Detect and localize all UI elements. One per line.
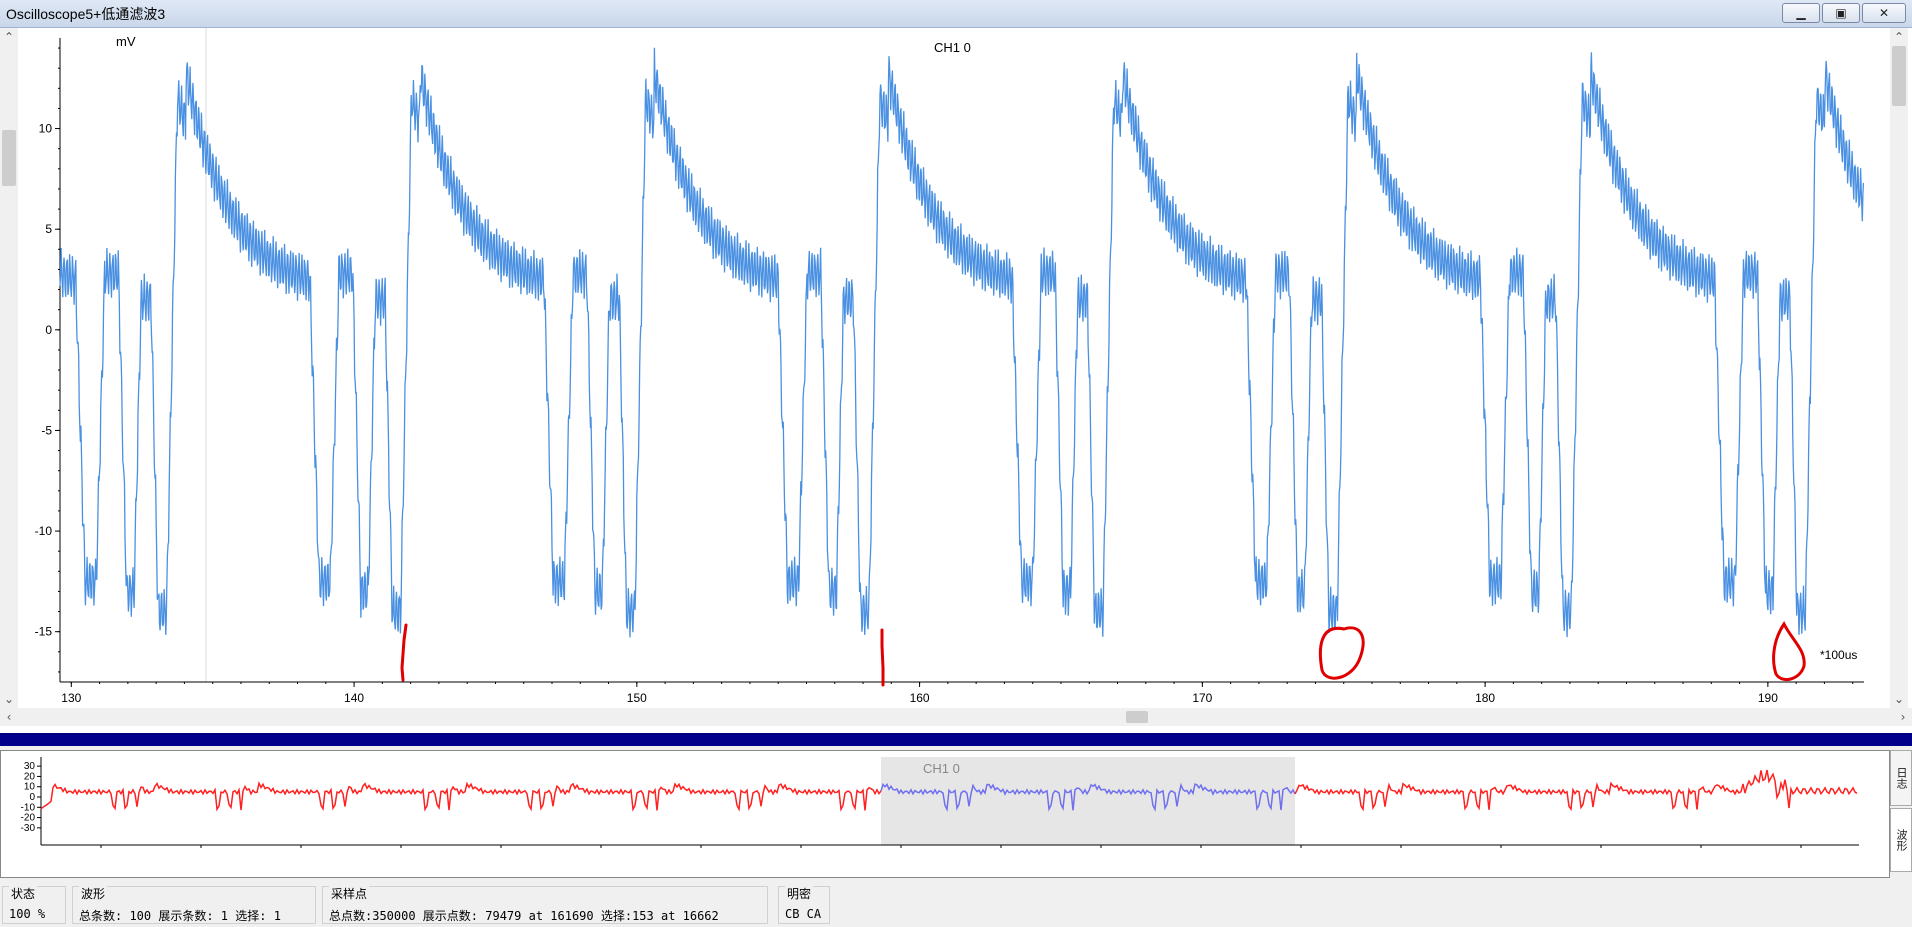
- sample-value: 总点数:350000 展示点数: 79479 at 161690 选择:153 …: [329, 909, 719, 923]
- overview-waveform: [1294, 769, 1858, 812]
- selection-window[interactable]: [881, 757, 1295, 845]
- side-tabs: 日志 波形: [1890, 746, 1912, 878]
- overview-y-tick-label: -30: [21, 823, 36, 834]
- x-tick-label: 170: [1192, 691, 1212, 705]
- wave-title: 波形: [79, 885, 108, 902]
- overview-panel[interactable]: 30 20 10 0 -10 -20 -30 CH1 0: [0, 750, 1890, 878]
- annotation-mark-2: [880, 628, 885, 687]
- y-tick-label: 5: [45, 222, 52, 236]
- overview-y-tick-label: -20: [21, 813, 36, 824]
- annotation-circle-2: [1772, 621, 1806, 682]
- overview-waveform-selected: [880, 782, 1296, 812]
- status-group-wave: 波形 总条数: 100 展示条数: 1 选择: 1: [72, 885, 316, 924]
- status-group-sample: 采样点 总点数:350000 展示点数: 79479 at 161690 选择:…: [322, 885, 768, 924]
- y-tick-label: 0: [45, 323, 52, 337]
- overview-y-tick-label: 20: [24, 771, 36, 782]
- y-tick-label: -15: [35, 625, 53, 639]
- overview-y-tick-label: 30: [24, 761, 36, 772]
- panel-splitter[interactable]: [0, 733, 1912, 746]
- density-value: CB CA: [785, 907, 822, 921]
- y-tick-label: -10: [35, 524, 53, 538]
- scroll-up-arrow-icon[interactable]: ⌃: [3, 30, 15, 44]
- scroll-left-arrow-icon[interactable]: ‹: [6, 710, 12, 724]
- channel-label: CH1 0: [934, 40, 971, 55]
- oscilloscope-chart[interactable]: 10 5 0 -5 -10 -15 130 140 150 160 170 180 190 mV CH…: [0, 28, 1912, 708]
- scroll-right-arrow-icon[interactable]: ›: [1900, 710, 1906, 724]
- x-tick-label: 160: [910, 691, 930, 705]
- scroll-up-arrow-icon[interactable]: ⌃: [1893, 30, 1905, 44]
- x-tick-label: 150: [627, 691, 647, 705]
- x-tick-label: 140: [344, 691, 364, 705]
- overview-y-tick-label: 10: [24, 782, 36, 793]
- wave-value: 总条数: 100 展示条数: 1 选择: 1: [79, 909, 281, 923]
- scroll-down-arrow-icon[interactable]: ⌄: [1893, 692, 1905, 706]
- annotation-circle-1: [1318, 626, 1365, 680]
- x-unit-label: *100us: [1820, 648, 1857, 662]
- y-tick-label: -5: [41, 423, 52, 437]
- tab-log[interactable]: 日志: [1890, 750, 1912, 806]
- y-unit-label: mV: [116, 34, 136, 49]
- tab-waveform[interactable]: 波形: [1890, 808, 1912, 872]
- overview-y-tick-label: 0: [29, 792, 35, 803]
- maximize-button[interactable]: ▣: [1822, 3, 1860, 23]
- main-plot-area[interactable]: ⌃ ⌄ ⌃ ⌄ 10 5 0 -5 -10 -15 130 140 150 160 170 180 1…: [0, 28, 1912, 734]
- horizontal-scrollbar[interactable]: ‹ ›: [0, 708, 1912, 726]
- minimize-button[interactable]: ▁: [1782, 3, 1820, 23]
- y-tick-label: 10: [39, 122, 53, 136]
- state-title: 状态: [9, 885, 38, 902]
- window-titlebar: Oscilloscope5+低通滤波3 ▁ ▣ ✕: [0, 0, 1912, 28]
- sample-title: 采样点: [329, 885, 370, 902]
- overview-y-tick-label: -10: [21, 802, 36, 813]
- scroll-thumb[interactable]: [1892, 46, 1906, 106]
- window-title: Oscilloscope5+低通滤波3: [6, 6, 166, 22]
- overview-channel-label: CH1 0: [923, 761, 960, 776]
- x-tick-label: 130: [61, 691, 81, 705]
- status-bar: 状态 100 % 波形 总条数: 100 展示条数: 1 选择: 1 采样点 总…: [0, 882, 1912, 927]
- density-title: 明密: [785, 885, 814, 902]
- status-group-density: 明密 CB CA: [778, 885, 830, 924]
- scroll-down-arrow-icon[interactable]: ⌄: [3, 692, 15, 706]
- x-tick-label: 190: [1758, 691, 1778, 705]
- close-button[interactable]: ✕: [1862, 3, 1906, 23]
- window-controls: ▁ ▣ ✕: [1782, 3, 1906, 23]
- scroll-thumb[interactable]: [1126, 711, 1148, 723]
- right-vertical-scrollbar[interactable]: ⌃ ⌄: [1890, 28, 1908, 708]
- state-value: 100 %: [9, 907, 46, 921]
- scroll-thumb[interactable]: [2, 130, 16, 186]
- overview-waveform: [40, 781, 882, 812]
- left-vertical-scrollbar[interactable]: ⌃ ⌄: [0, 28, 18, 708]
- x-tick-label: 180: [1475, 691, 1495, 705]
- status-group-state: 状态 100 %: [2, 885, 66, 924]
- waveform-line: [59, 47, 1865, 638]
- annotation-mark-1: [400, 623, 408, 682]
